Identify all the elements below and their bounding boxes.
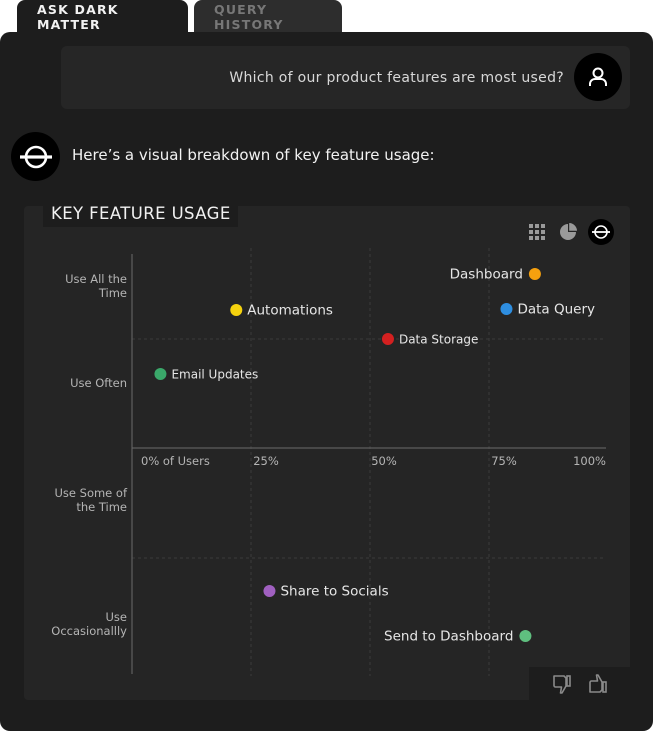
scatter-point-label: Dashboard <box>450 267 523 283</box>
scatter-point[interactable] <box>230 304 243 316</box>
scatter-point-label: Send to Dashboard <box>384 629 513 645</box>
scatter-point[interactable] <box>528 268 541 280</box>
scatter-point[interactable] <box>381 333 394 345</box>
y-category-label: Use All the Time <box>65 272 127 300</box>
y-category-label: Use Occasionallly <box>51 610 127 638</box>
pie-view-icon[interactable] <box>557 221 579 243</box>
assistant-avatar <box>11 132 60 181</box>
scatter-point[interactable] <box>263 585 276 597</box>
user-message-bubble: Which of our product features are most u… <box>61 46 630 109</box>
user-message-text: Which of our product features are most u… <box>229 69 564 86</box>
scatter-point[interactable] <box>519 630 532 642</box>
feedback-bar <box>529 667 630 700</box>
grid-view-icon[interactable] <box>526 221 548 243</box>
x-tick-label: 100% <box>573 454 606 468</box>
x-tick-label: 0% of Users <box>141 454 210 468</box>
scatter-point-label: Email Updates <box>171 368 258 382</box>
scatter-point-label: Share to Socials <box>280 584 388 600</box>
thumbs-up-icon[interactable] <box>587 673 609 695</box>
user-icon <box>589 67 607 86</box>
y-category-label: Use Often <box>70 376 127 390</box>
tab-ask-dark-matter[interactable]: ASK DARK MATTER <box>17 0 188 34</box>
feature-usage-chart: 0% of Users 25% 50% 75% 100% Use All the… <box>51 248 606 676</box>
user-avatar <box>574 53 622 101</box>
scatter-point-label: Data Query <box>517 302 595 318</box>
y-category-labels: Use All the Time Use Often Use Some of the T… <box>51 272 128 638</box>
scatter-point-label: Data Storage <box>399 333 478 347</box>
scatter-view-icon[interactable] <box>588 219 614 245</box>
grid-lines <box>132 248 606 676</box>
x-tick-label: 50% <box>371 454 397 468</box>
x-tick-label: 25% <box>253 454 279 468</box>
dark-matter-logo-icon <box>19 145 52 168</box>
scatter-point-label: Automations <box>247 303 333 319</box>
scatter-point[interactable] <box>500 303 513 315</box>
scatter-points: Dashboard Automations Data Query Data Stora… <box>154 267 595 645</box>
y-category-label: Use Some of the Time <box>55 486 128 514</box>
assistant-message-text: Here’s a visual breakdown of key feature… <box>72 146 435 164</box>
feature-usage-card: KEY FEATURE USAGE <box>24 200 630 700</box>
thumbs-down-icon[interactable] <box>551 673 573 695</box>
x-tick-label: 75% <box>491 454 517 468</box>
scatter-point[interactable] <box>154 368 167 380</box>
card-title: KEY FEATURE USAGE <box>43 200 238 227</box>
chat-panel: Which of our product features are most u… <box>0 32 653 731</box>
tab-bar: ASK DARK MATTER QUERY HISTORY <box>17 0 342 34</box>
view-switcher <box>526 219 614 245</box>
tab-query-history[interactable]: QUERY HISTORY <box>194 0 342 34</box>
